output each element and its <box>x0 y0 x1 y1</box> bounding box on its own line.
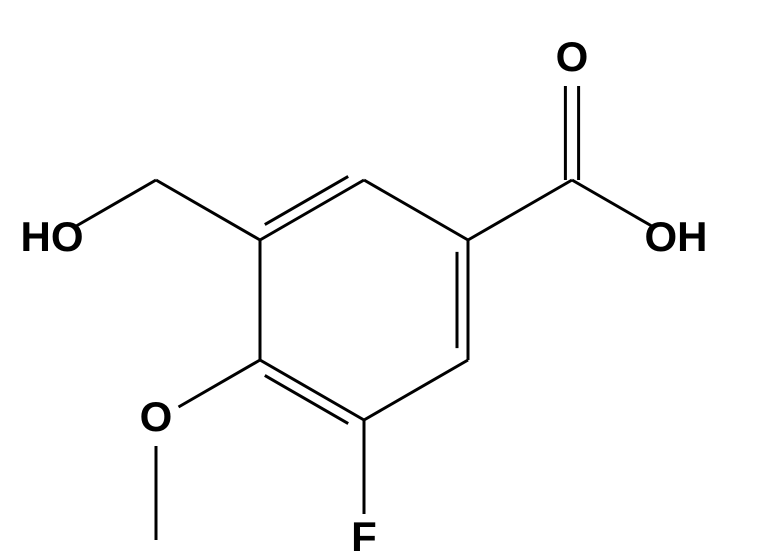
molecule-diagram: O OH HO O F <box>0 0 758 552</box>
bond <box>260 360 364 420</box>
atom-label-o4: O <box>140 393 173 440</box>
bond <box>156 180 260 240</box>
bond <box>179 360 260 407</box>
bond <box>572 180 653 227</box>
bond <box>364 360 468 420</box>
atom-label-o1: O <box>556 33 589 80</box>
bond <box>364 180 468 240</box>
bond <box>468 180 572 240</box>
atom-label-o2: OH <box>645 213 708 260</box>
bond <box>260 180 364 240</box>
bond <box>265 176 348 224</box>
bond <box>75 180 156 227</box>
bond <box>265 375 348 423</box>
atom-label-f: F <box>351 513 377 552</box>
atom-label-o3: HO <box>21 213 84 260</box>
